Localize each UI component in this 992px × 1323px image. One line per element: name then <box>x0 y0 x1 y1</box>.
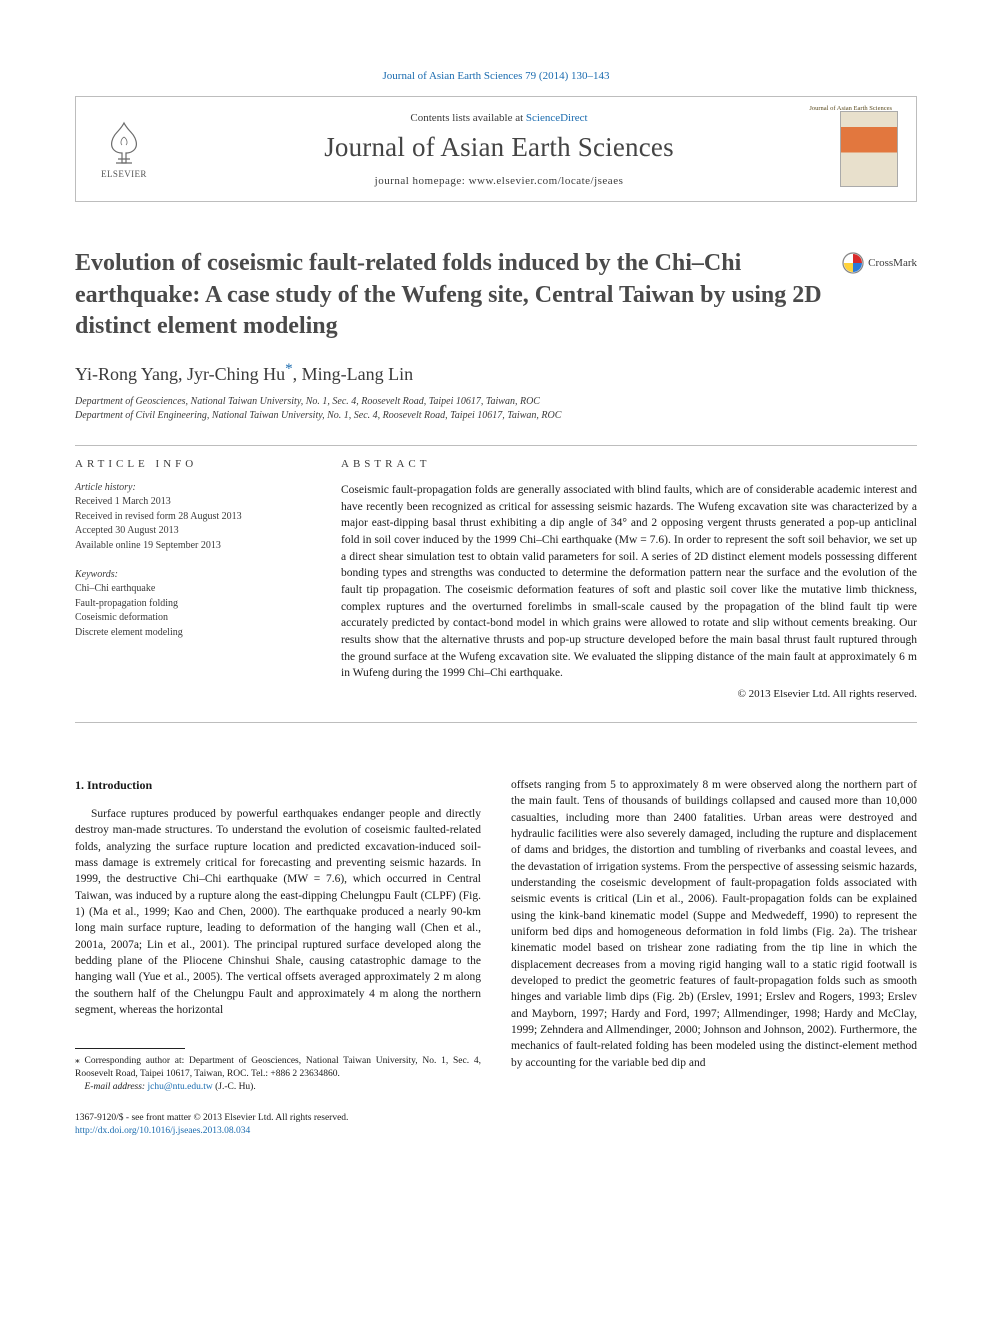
history-line: Received 1 March 2013 <box>75 495 307 510</box>
affiliations: Department of Geosciences, National Taiw… <box>75 395 917 423</box>
abstract-column: abstract Coseismic fault-propagation fol… <box>341 458 917 700</box>
keyword: Coseismic deformation <box>75 611 307 626</box>
authors-prefix: Yi-Rong Yang, Jyr-Ching Hu <box>75 364 285 384</box>
cover-label: Journal of Asian Earth Sciences <box>809 105 892 112</box>
doi-block: 1367-9120/$ - see front matter © 2013 El… <box>75 1112 481 1138</box>
authors-suffix: , Ming-Lang Lin <box>293 364 413 384</box>
abstract-heading: abstract <box>341 458 917 470</box>
footnote-divider <box>75 1048 185 1049</box>
corresponding-email-link[interactable]: jchu@ntu.edu.tw <box>147 1082 212 1092</box>
journal-cover-thumb: Journal of Asian Earth Sciences <box>826 111 898 187</box>
journal-name: Journal of Asian Earth Sciences <box>172 132 826 163</box>
journal-homepage-line: journal homepage: www.elsevier.com/locat… <box>172 175 826 187</box>
doi-link[interactable]: http://dx.doi.org/10.1016/j.jseaes.2013.… <box>75 1126 250 1136</box>
body-text: 1. Introduction Surface ruptures produce… <box>75 777 917 1137</box>
body-column-left: 1. Introduction Surface ruptures produce… <box>75 777 481 1137</box>
email-person: (J.-C. Hu). <box>215 1082 256 1092</box>
journal-header: ELSEVIER Contents lists available at Sci… <box>75 96 917 202</box>
affiliation-line: Department of Geosciences, National Taiw… <box>75 395 917 409</box>
front-matter-line: 1367-9120/$ - see front matter © 2013 El… <box>75 1112 481 1125</box>
crossmark-label: CrossMark <box>868 257 917 269</box>
keyword: Discrete element modeling <box>75 626 307 641</box>
keywords-label: Keywords: <box>75 569 307 580</box>
affiliation-line: Department of Civil Engineering, Nationa… <box>75 409 917 423</box>
email-label: E-mail address: <box>85 1082 146 1092</box>
elsevier-tree-icon <box>100 119 148 167</box>
sciencedirect-link[interactable]: ScienceDirect <box>526 112 588 124</box>
article-info-heading: article info <box>75 458 307 470</box>
divider <box>75 445 917 446</box>
corresponding-footnote: ⁎ Corresponding author at: Department of… <box>75 1055 481 1081</box>
history-line: Received in revised form 28 August 2013 <box>75 510 307 525</box>
article-title: Evolution of coseismic fault-related fol… <box>75 248 842 343</box>
contents-available-line: Contents lists available at ScienceDirec… <box>172 112 826 124</box>
body-paragraph: offsets ranging from 5 to approximately … <box>511 777 917 1071</box>
journal-homepage-url[interactable]: www.elsevier.com/locate/jseaes <box>469 175 624 187</box>
abstract-body: Coseismic fault-propagation folds are ge… <box>341 482 917 682</box>
section-heading: 1. Introduction <box>75 777 481 794</box>
crossmark-badge[interactable]: CrossMark <box>842 248 917 278</box>
journal-citation: Journal of Asian Earth Sciences 79 (2014… <box>75 70 917 82</box>
keyword: Fault-propagation folding <box>75 597 307 612</box>
history-line: Accepted 30 August 2013 <box>75 524 307 539</box>
article-history-label: Article history: <box>75 482 307 493</box>
body-column-right: offsets ranging from 5 to approximately … <box>511 777 917 1137</box>
divider <box>75 722 917 723</box>
authors-line: Yi-Rong Yang, Jyr-Ching Hu*, Ming-Lang L… <box>75 361 917 385</box>
email-footnote: E-mail address: jchu@ntu.edu.tw (J.-C. H… <box>75 1081 481 1094</box>
crossmark-icon <box>842 252 864 274</box>
publisher-name: ELSEVIER <box>101 169 147 179</box>
corresponding-marker: * <box>285 361 293 377</box>
keyword: Chi–Chi earthquake <box>75 582 307 597</box>
body-paragraph: Surface ruptures produced by powerful ea… <box>75 806 481 1018</box>
history-line: Available online 19 September 2013 <box>75 539 307 554</box>
contents-prefix: Contents lists available at <box>410 112 525 124</box>
article-info-column: article info Article history: Received 1… <box>75 458 307 700</box>
publisher-logo: ELSEVIER <box>94 114 154 184</box>
abstract-copyright: © 2013 Elsevier Ltd. All rights reserved… <box>341 688 917 700</box>
homepage-prefix: journal homepage: <box>375 175 469 187</box>
